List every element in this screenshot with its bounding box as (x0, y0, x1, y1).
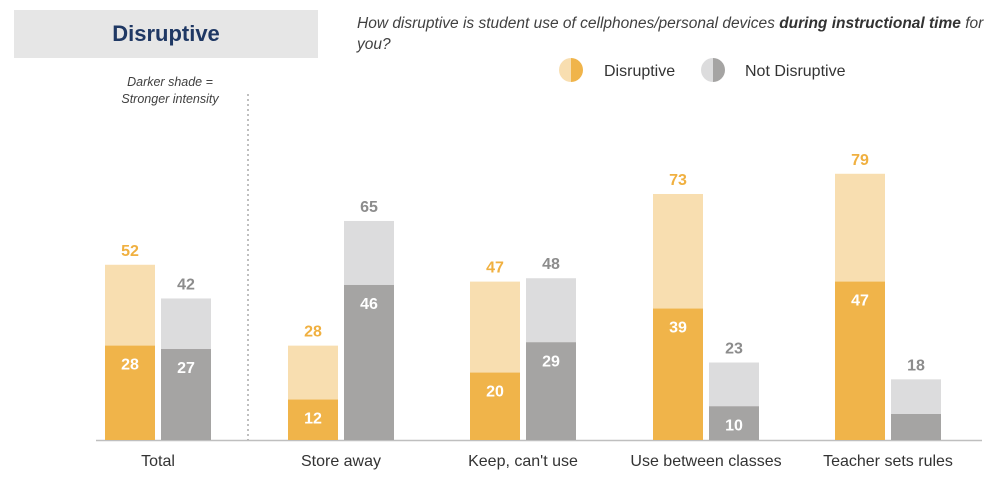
disruptive-total-label: 79 (851, 152, 869, 169)
not-disruptive-strong-label: 46 (360, 296, 378, 313)
bar-group-4: 47 79 18 Teacher sets rules (823, 152, 953, 470)
legend-icon-left-half (559, 58, 571, 82)
intensity-note: Darker shade = Stronger intensity (96, 74, 244, 108)
disruptive-bar-strong (653, 308, 703, 440)
disruptive-strong-label: 47 (851, 293, 869, 310)
disruptive-total-label: 47 (486, 260, 504, 277)
not-disruptive-strong-label: 27 (177, 360, 195, 377)
not-disruptive-total-label: 18 (907, 357, 925, 374)
disruptive-strong-label: 12 (304, 411, 322, 428)
not-disruptive-total-label: 65 (360, 199, 378, 216)
x-tick-label: Keep, can't use (468, 453, 578, 470)
disruptive-total-label: 73 (669, 172, 687, 189)
not-disruptive-strong-label: 29 (542, 353, 560, 370)
legend-icon-right-half (713, 58, 725, 82)
bar-group-1: 12 28 46 65 Store away (288, 199, 394, 470)
disruptive-strong-label: 20 (486, 384, 504, 401)
bar-group-0: 28 52 27 42 Total (105, 243, 211, 470)
title-box: Disruptive (14, 10, 318, 58)
legend-not-disruptive-icon (701, 58, 725, 82)
not-disruptive-total-label: 23 (725, 340, 743, 357)
legend-icon-left-half (701, 58, 713, 82)
legend: Disruptive Not Disruptive (559, 58, 846, 82)
chart-title: Disruptive (112, 21, 220, 46)
question-part2: for you? (357, 15, 984, 53)
legend-disruptive-icon (559, 58, 583, 82)
not-disruptive-strong-label: 10 (725, 417, 743, 434)
disruptive-bar-strong (470, 372, 520, 440)
x-tick-label: Teacher sets rules (823, 453, 953, 470)
intensity-note-line2: Stronger intensity (121, 92, 219, 106)
disruptive-bar-strong (288, 399, 338, 440)
not-disruptive-total-label: 42 (177, 276, 195, 293)
not-disruptive-bar-strong (344, 284, 394, 440)
disruptive-strong-label: 28 (121, 357, 139, 374)
disruptive-total-label: 52 (121, 243, 139, 260)
intensity-note-line1: Darker shade = (127, 75, 213, 89)
x-tick-label: Store away (301, 453, 381, 470)
question-text: How disruptive is student use of cellpho… (357, 13, 997, 55)
x-tick-label: Total (141, 453, 175, 470)
legend-icon-right-half (571, 58, 583, 82)
legend-not-disruptive-label: Not Disruptive (745, 63, 846, 80)
bar-group-3: 39 73 10 23 Use between classes (630, 172, 781, 470)
disruptive-total-label: 28 (304, 324, 322, 341)
question-bold: during instructional time (779, 15, 961, 32)
not-disruptive-bar-strong (709, 406, 759, 440)
bar-group-2: 20 47 29 48 Keep, can't use (468, 256, 578, 470)
disruptive-bar-strong (105, 345, 155, 440)
disruptive-strong-label: 39 (669, 320, 687, 337)
question-part1: How disruptive is student use of cellpho… (357, 15, 780, 32)
legend-disruptive-label: Disruptive (604, 63, 675, 80)
not-disruptive-total-label: 48 (542, 256, 560, 273)
not-disruptive-bar-strong (891, 414, 941, 440)
x-tick-label: Use between classes (630, 453, 781, 470)
not-disruptive-bar-strong (161, 349, 211, 440)
not-disruptive-bar-strong (526, 342, 576, 440)
disruptive-bar-strong (835, 281, 885, 440)
